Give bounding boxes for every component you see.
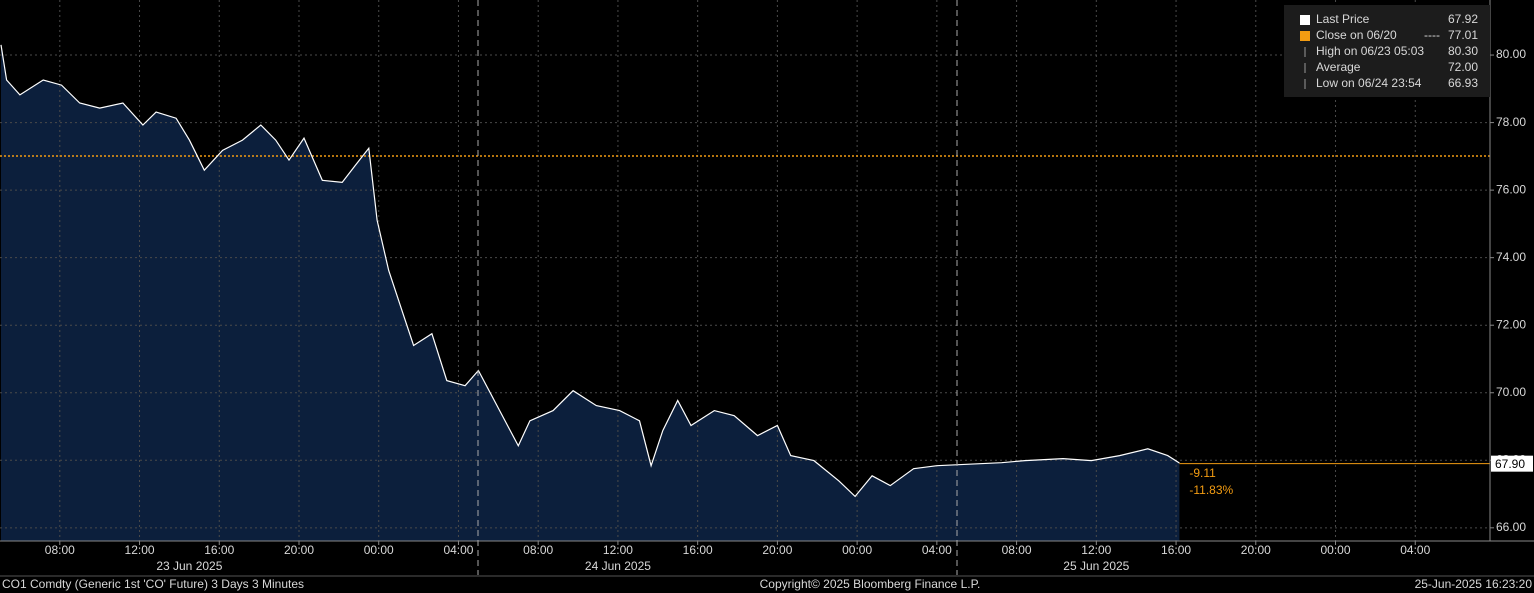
y-tick-label: 80.00 bbox=[1496, 47, 1526, 61]
legend-swatch bbox=[1300, 15, 1310, 25]
x-tick-label: 04:00 bbox=[443, 543, 473, 557]
legend-value: 77.01 bbox=[1448, 28, 1478, 42]
legend-value: 72.00 bbox=[1448, 60, 1478, 74]
price-line bbox=[0, 44, 1180, 498]
x-tick-label: 12:00 bbox=[125, 543, 155, 557]
date-label: 25 Jun 2025 bbox=[1063, 559, 1129, 573]
x-tick-label: 20:00 bbox=[1241, 543, 1271, 557]
x-tick-label: 12:00 bbox=[1081, 543, 1111, 557]
date-label: 23 Jun 2025 bbox=[156, 559, 222, 573]
legend-label: High on 06/23 05:03 bbox=[1316, 44, 1424, 58]
x-tick-label: 00:00 bbox=[842, 543, 872, 557]
legend-value: 80.30 bbox=[1448, 44, 1478, 58]
legend-label: Average bbox=[1316, 60, 1361, 74]
x-tick-label: 16:00 bbox=[683, 543, 713, 557]
x-tick-label: 20:00 bbox=[284, 543, 314, 557]
legend-label: Close on 06/20 bbox=[1316, 28, 1397, 42]
x-tick-label: 08:00 bbox=[1002, 543, 1032, 557]
legend-value: 66.93 bbox=[1448, 76, 1478, 90]
x-tick-label: 20:00 bbox=[762, 543, 792, 557]
footer-right: 25-Jun-2025 16:23:20 bbox=[1415, 577, 1533, 591]
x-tick-label: 16:00 bbox=[204, 543, 234, 557]
plot bbox=[0, 0, 1490, 542]
legend-dash: ---- bbox=[1424, 28, 1440, 42]
date-label: 24 Jun 2025 bbox=[585, 559, 651, 573]
legend-swatch bbox=[1300, 31, 1310, 41]
last-price-box bbox=[1491, 455, 1533, 472]
last-price-label: 67.90 bbox=[1495, 457, 1525, 471]
footer-center: Copyright© 2025 Bloomberg Finance L.P. bbox=[760, 577, 981, 591]
y-tick-label: 70.00 bbox=[1496, 385, 1526, 399]
x-tick-label: 00:00 bbox=[364, 543, 394, 557]
x-tick-label: 12:00 bbox=[603, 543, 633, 557]
legend-label: Low on 06/24 23:54 bbox=[1316, 76, 1422, 90]
x-tick-label: 00:00 bbox=[1321, 543, 1351, 557]
annotation: -9.11 bbox=[1189, 466, 1216, 480]
annotation: -11.83% bbox=[1189, 483, 1233, 497]
area bbox=[1, 44, 1180, 542]
x-tick-label: 04:00 bbox=[1400, 543, 1430, 557]
legend-label: Last Price bbox=[1316, 12, 1370, 26]
x-tick-label: 08:00 bbox=[523, 543, 553, 557]
x-tick-label: 08:00 bbox=[45, 543, 75, 557]
footer-left: CO1 Comdty (Generic 1st 'CO' Future) 3 D… bbox=[2, 577, 304, 591]
x-tick-label: 04:00 bbox=[922, 543, 952, 557]
y-tick-label: 74.00 bbox=[1496, 250, 1526, 264]
x-tick-label: 16:00 bbox=[1161, 543, 1191, 557]
y-tick-label: 76.00 bbox=[1496, 182, 1526, 196]
y-tick-label: 66.00 bbox=[1496, 520, 1526, 534]
y-tick-label: 78.00 bbox=[1496, 115, 1526, 129]
legend-value: 67.92 bbox=[1448, 12, 1478, 26]
legend-box bbox=[1284, 5, 1490, 97]
y-tick-label: 72.00 bbox=[1496, 317, 1526, 331]
